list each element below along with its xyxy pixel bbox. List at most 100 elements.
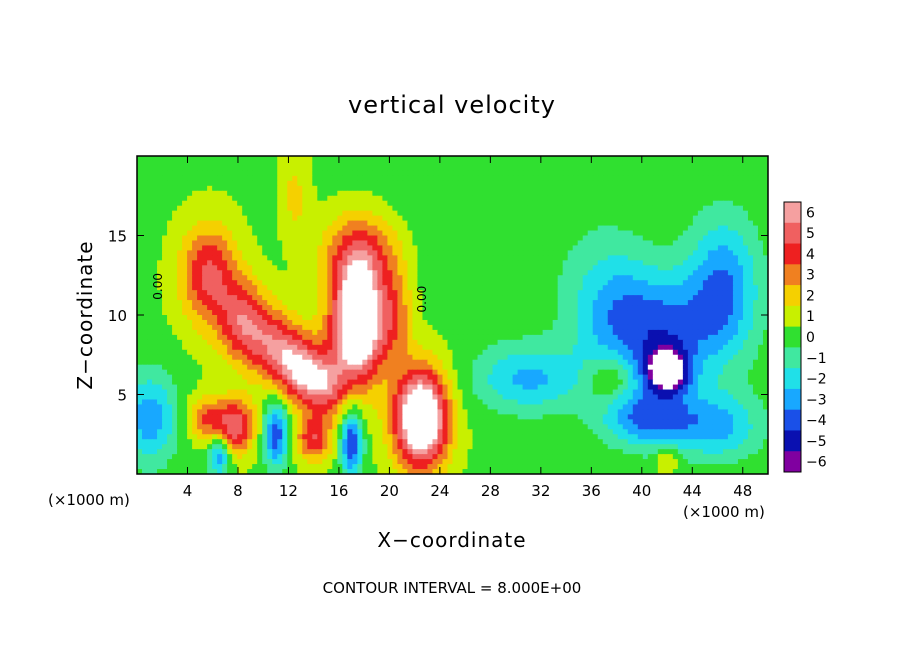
- heatmap-cell: [302, 160, 308, 167]
- heatmap-cell: [457, 230, 464, 237]
- heatmap-cell: [742, 329, 749, 336]
- heatmap-cell: [382, 185, 388, 192]
- heatmap-cell: [527, 225, 534, 232]
- heatmap-cell: [727, 240, 734, 247]
- heatmap-cell: [617, 265, 624, 271]
- heatmap-cell: [322, 280, 328, 286]
- heatmap-cell: [667, 215, 674, 222]
- heatmap-cell: [292, 210, 298, 217]
- heatmap-cell: [172, 315, 178, 321]
- heatmap-cell: [357, 255, 363, 261]
- heatmap-cell: [362, 175, 368, 182]
- heatmap-cell: [682, 165, 689, 172]
- heatmap-cell: [387, 225, 394, 232]
- heatmap-cell: [572, 245, 579, 252]
- heatmap-cell: [592, 170, 599, 177]
- heatmap-cell: [402, 220, 409, 227]
- heatmap-cell: [497, 260, 504, 266]
- heatmap-cell: [387, 205, 394, 212]
- heatmap-cell: [147, 180, 153, 187]
- heatmap-cell: [402, 329, 409, 336]
- heatmap-cell: [357, 270, 363, 276]
- heatmap-cell: [212, 300, 218, 306]
- heatmap-cell: [492, 260, 499, 266]
- heatmap-cell: [282, 160, 288, 167]
- heatmap-cell: [347, 290, 353, 296]
- heatmap-cell: [442, 255, 449, 261]
- heatmap-cell: [542, 329, 549, 336]
- heatmap-cell: [207, 205, 213, 212]
- heatmap-cell: [692, 250, 699, 256]
- heatmap-cell: [182, 185, 188, 192]
- heatmap-cell: [317, 245, 323, 252]
- heatmap-cell: [682, 329, 689, 336]
- heatmap-cell: [532, 270, 539, 276]
- heatmap-cell: [227, 180, 233, 187]
- heatmap-cell: [687, 260, 694, 266]
- heatmap-cell: [737, 210, 744, 217]
- heatmap-cell: [142, 200, 148, 207]
- heatmap-cell: [637, 156, 644, 162]
- heatmap-cell: [452, 339, 459, 346]
- heatmap-cell: [512, 290, 519, 296]
- heatmap-cell: [572, 329, 579, 336]
- heatmap-cell: [432, 349, 439, 356]
- heatmap-cell: [612, 270, 619, 276]
- heatmap-cell: [337, 245, 343, 252]
- heatmap-cell: [337, 175, 343, 182]
- heatmap-cell: [672, 235, 679, 242]
- heatmap-cell: [262, 270, 268, 276]
- heatmap-cell: [512, 185, 519, 192]
- heatmap-cell: [177, 300, 183, 306]
- heatmap-cell: [572, 295, 579, 301]
- heatmap-cell: [137, 265, 143, 271]
- heatmap-cell: [647, 210, 654, 217]
- heatmap-cell: [322, 195, 328, 202]
- heatmap-cell: [247, 205, 253, 212]
- heatmap-cell: [297, 220, 303, 227]
- heatmap-cell: [312, 195, 318, 202]
- heatmap-cell: [607, 185, 614, 192]
- heatmap-cell: [447, 185, 454, 192]
- heatmap-cell: [347, 205, 353, 212]
- heatmap-cell: [672, 310, 679, 316]
- heatmap-cell: [227, 156, 233, 162]
- heatmap-cell: [432, 329, 439, 336]
- heatmap-cell: [522, 280, 529, 286]
- heatmap-cell: [522, 165, 529, 172]
- heatmap-cell: [202, 349, 208, 356]
- heatmap-cell: [277, 265, 283, 271]
- heatmap-cell: [252, 160, 258, 167]
- heatmap-cell: [247, 180, 253, 187]
- heatmap-cell: [437, 170, 444, 177]
- heatmap-cell: [537, 300, 544, 306]
- heatmap-cell: [522, 255, 529, 261]
- heatmap-cell: [557, 260, 564, 266]
- heatmap-cell: [277, 315, 283, 321]
- heatmap-cell: [687, 280, 694, 286]
- heatmap-cell: [572, 205, 579, 212]
- heatmap-cell: [247, 319, 253, 326]
- heatmap-cell: [722, 265, 729, 271]
- heatmap-cell: [297, 255, 303, 261]
- heatmap-cell: [427, 170, 434, 177]
- heatmap-cell: [577, 305, 584, 311]
- heatmap-cell: [217, 185, 223, 192]
- heatmap-cell: [172, 329, 178, 336]
- heatmap-cell: [142, 305, 148, 311]
- heatmap-cell: [667, 180, 674, 187]
- heatmap-cell: [152, 235, 158, 242]
- heatmap-cell: [717, 319, 724, 326]
- heatmap-cell: [412, 319, 419, 326]
- heatmap-cell: [162, 300, 168, 306]
- heatmap-cell: [182, 240, 188, 247]
- heatmap-cell: [337, 160, 343, 167]
- heatmap-cell: [412, 339, 419, 346]
- heatmap-cell: [377, 220, 383, 227]
- heatmap-cell: [357, 315, 363, 321]
- heatmap-cell: [632, 319, 639, 326]
- heatmap-cell: [317, 210, 323, 217]
- heatmap-cell: [257, 245, 263, 252]
- heatmap-cell: [687, 175, 694, 182]
- heatmap-cell: [247, 285, 253, 291]
